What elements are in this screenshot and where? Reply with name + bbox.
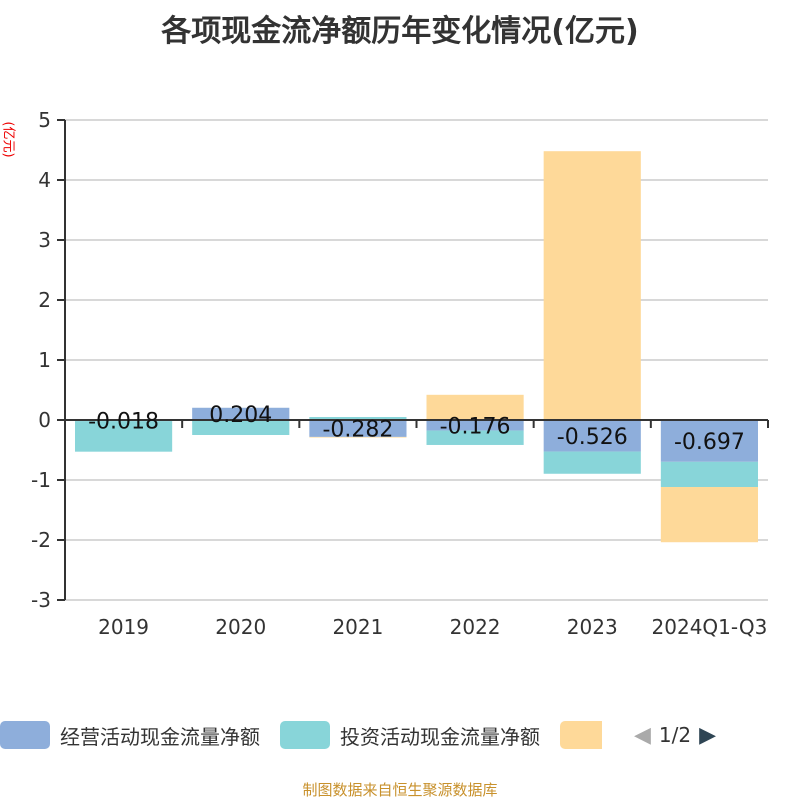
y-tick-label: 1 [38, 348, 51, 372]
x-tick-label: 2019 [98, 615, 149, 639]
y-tick-label: 3 [38, 228, 51, 252]
y-tick-label: 0 [38, 408, 51, 432]
legend-item-investing[interactable]: 投资活动现金流量净额 [280, 721, 540, 750]
x-tick-label: 2021 [332, 615, 383, 639]
bar-2 [75, 421, 173, 452]
bar-1 [426, 420, 524, 431]
chart-title: 各项现金流净额历年变化情况(亿元) [161, 14, 639, 49]
data-label: -0.526 [557, 425, 628, 450]
legend-label: 经营活动现金流量净额 [60, 724, 260, 749]
bar-2 [660, 461, 758, 488]
y-tick-label: 5 [38, 108, 51, 132]
legend-item-financing[interactable] [560, 721, 612, 749]
y-tick-label: -2 [31, 528, 51, 552]
data-label: -0.018 [88, 410, 159, 435]
legend-swatch [0, 721, 50, 749]
bar-1 [309, 420, 407, 437]
y-tick-label: 4 [38, 168, 51, 192]
legend-page: 1/2 [658, 723, 692, 747]
legend-swatch [280, 721, 330, 749]
legend-item-operating[interactable]: 经营活动现金流量净额 [0, 721, 260, 750]
y-tick-label: 2 [38, 288, 51, 312]
bar-3 [426, 394, 524, 420]
data-label: -0.697 [674, 430, 745, 455]
data-label: 0.204 [209, 403, 272, 428]
bar-1 [192, 407, 290, 420]
x-tick-label: 2023 [567, 615, 618, 639]
x-tick-label: 2022 [450, 615, 501, 639]
data-label: -0.282 [322, 417, 393, 442]
legend-label: 投资活动现金流量净额 [340, 724, 540, 749]
y-tick-label: -1 [31, 468, 51, 492]
x-tick-label: 2020 [215, 615, 266, 639]
bar-1 [543, 420, 641, 452]
legend-prev-icon[interactable]: ◀ [634, 722, 651, 748]
legend: 经营活动现金流量净额 投资活动现金流量净额 ◀ 1/2 ▶ [0, 718, 716, 752]
bar-3 [660, 487, 758, 543]
bar-2 [426, 430, 524, 445]
legend-swatch [560, 721, 602, 749]
bar-2 [309, 417, 407, 420]
x-tick-label: 2024Q1-Q3 [652, 615, 768, 639]
data-label: -0.176 [440, 414, 511, 439]
bar-3 [309, 436, 407, 438]
bar-2 [192, 420, 290, 435]
bar-2 [543, 451, 641, 474]
source-note: 制图数据来自恒生聚源数据库 [302, 781, 498, 799]
y-tick-label: -3 [31, 588, 51, 612]
bar-1 [660, 420, 758, 462]
legend-next-icon[interactable]: ▶ [699, 722, 717, 748]
chart-area: -3 -2 -1 0 1 2 3 4 5 2019 2020 2021 2022 2023 2024Q1-Q… [31, 108, 769, 639]
bar-3 [543, 151, 641, 420]
